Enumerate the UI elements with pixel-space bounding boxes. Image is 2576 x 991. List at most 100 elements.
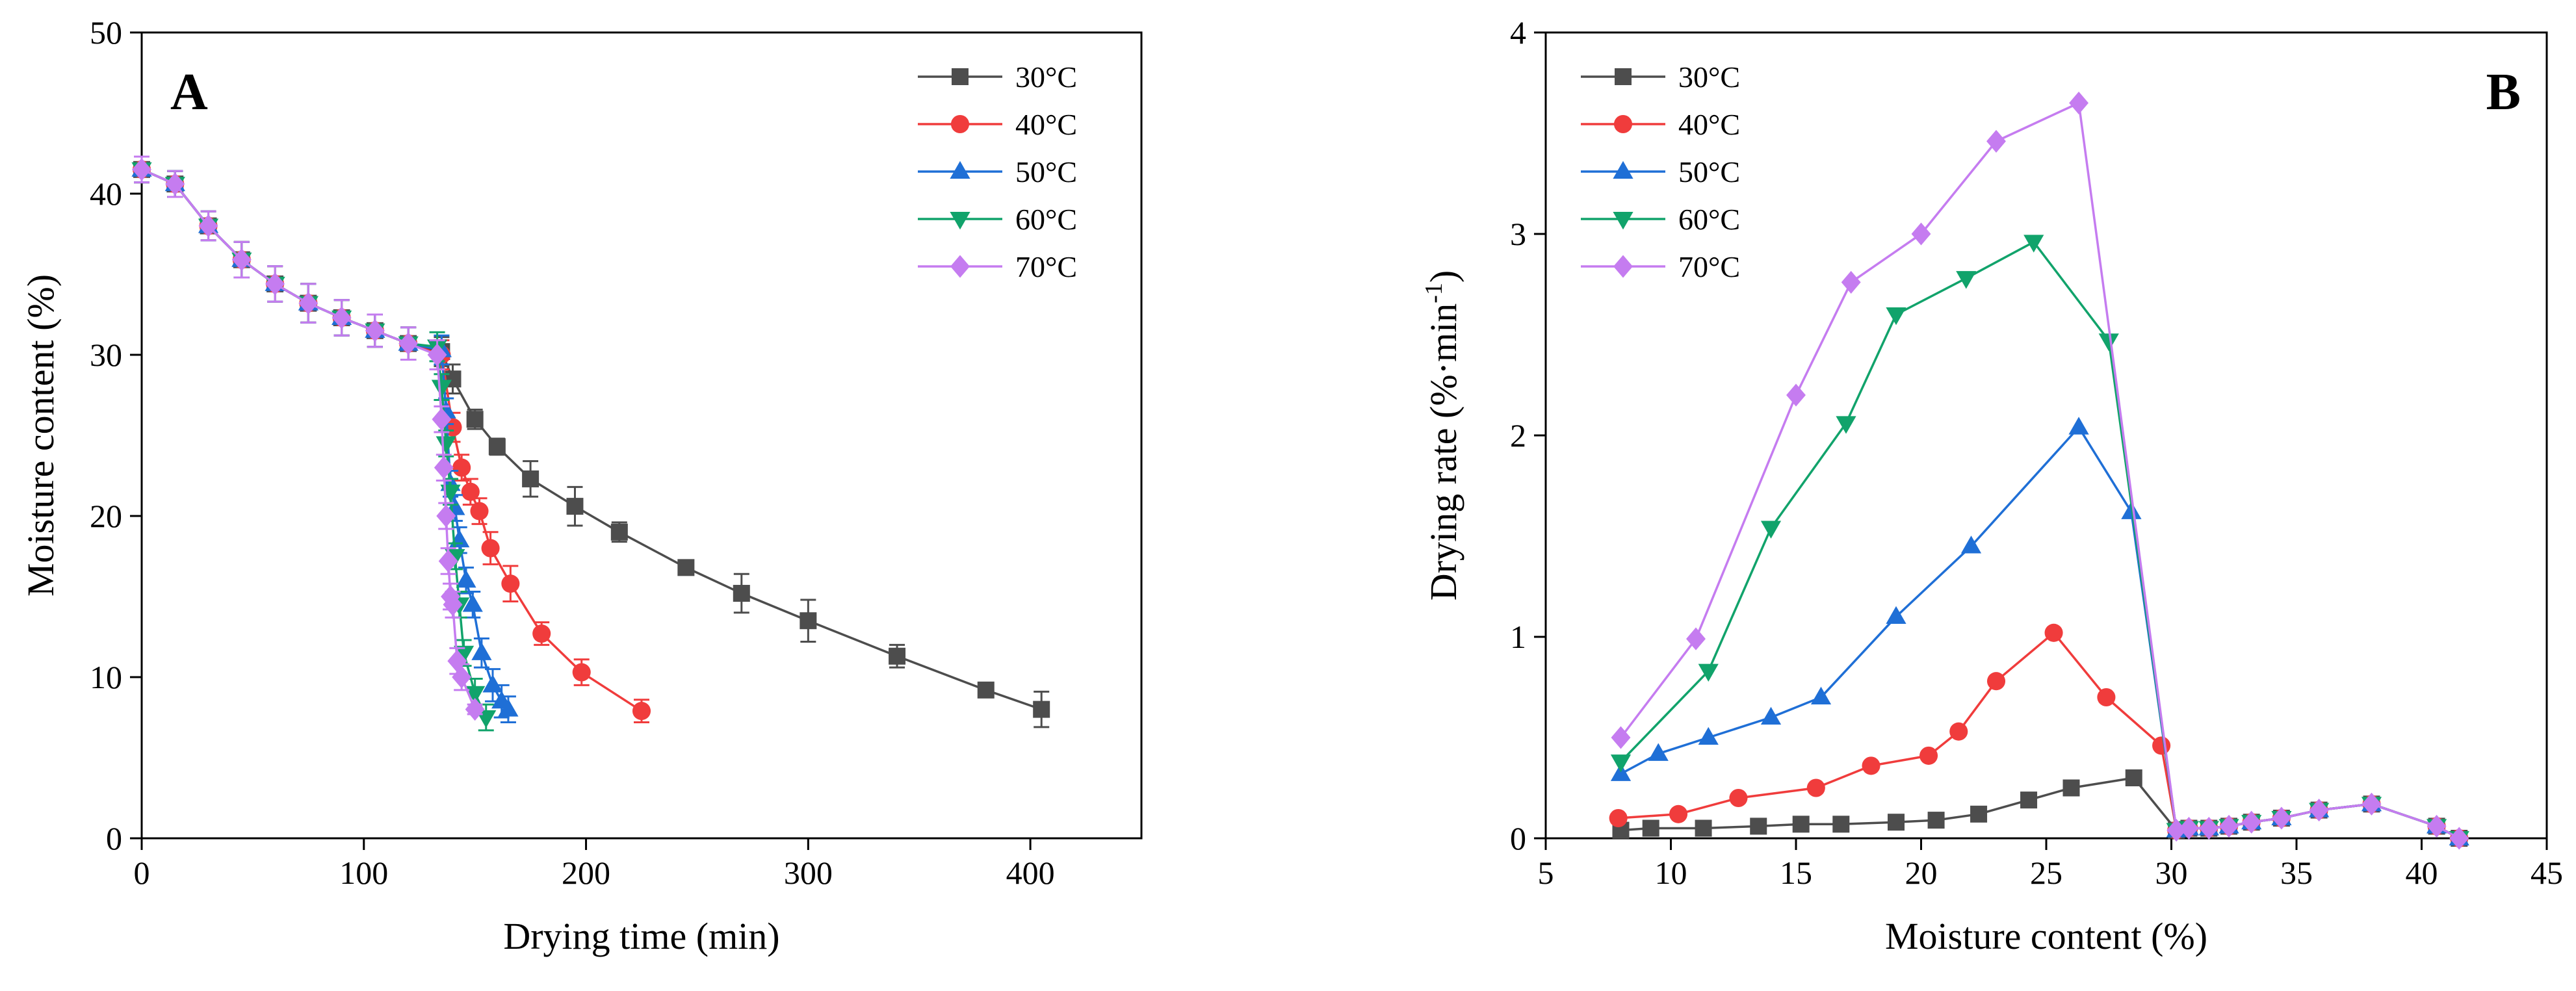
- b-data-point: [1888, 814, 1905, 831]
- a-data-point: [438, 549, 458, 573]
- a-data-point: [436, 436, 456, 454]
- a-data-point: [566, 498, 584, 515]
- a-y-tick-label: 0: [106, 820, 122, 856]
- b-x-tick-label: 15: [1780, 855, 1812, 891]
- a-legend-marker: [950, 161, 970, 179]
- b-data-point: [1810, 686, 1832, 705]
- a-data-point: [332, 306, 352, 329]
- b-data-point: [2062, 779, 2080, 797]
- b-data-point: [2361, 792, 2382, 816]
- a-data-point: [431, 380, 452, 398]
- a-x-tick-label: 100: [339, 855, 388, 891]
- a-data-point: [572, 663, 591, 682]
- b-data-point: [2179, 816, 2199, 840]
- a-legend-marker: [950, 211, 970, 230]
- b-data-point: [2125, 769, 2142, 786]
- b-data-point: [2152, 736, 2171, 755]
- a-data-point: [532, 624, 551, 643]
- b-series-1: [1609, 623, 2469, 848]
- a-data-point: [1033, 701, 1050, 718]
- b-legend-marker: [1615, 68, 1632, 85]
- a-series-line: [141, 168, 1042, 711]
- b-plot-frame: [1544, 31, 2548, 840]
- b-data-point: [2271, 806, 2291, 830]
- a-series-line: [141, 168, 642, 712]
- a-data-point: [461, 482, 480, 501]
- a-data-point: [452, 458, 471, 477]
- a-x-tick-label: 0: [134, 855, 150, 891]
- b-data-point: [2069, 91, 2088, 115]
- a-data-point: [471, 642, 492, 660]
- a-data-point: [501, 574, 520, 593]
- a-x-axis-title: Drying time (min): [503, 915, 779, 957]
- a-data-point: [427, 343, 447, 367]
- a-data-point: [465, 686, 486, 704]
- a-data-point: [440, 484, 461, 503]
- b-data-point: [1729, 788, 1748, 808]
- b-data-point: [2219, 814, 2239, 838]
- b-x-tick-label: 10: [1655, 855, 1687, 891]
- a-data-point: [462, 594, 483, 612]
- b-data-point: [2241, 810, 2261, 834]
- a-series-2: [131, 155, 519, 723]
- a-legend-label: 60°C: [1015, 203, 1077, 236]
- a-series-line: [141, 168, 488, 718]
- panel-b-drying-rate-vs-moisture: 5 10 15 20 25 30 35 40 45 0 1 2 3 4 Moisture content (…: [1420, 14, 2563, 957]
- b-legend-marker: [1613, 114, 1633, 134]
- a-legend-marker: [950, 114, 970, 134]
- b-series-line: [1620, 240, 2460, 840]
- a-legend: 30°C 40°C 50°C 60°C 70°C: [918, 60, 1077, 283]
- b-x-tick-label: 35: [2280, 855, 2313, 891]
- b-data-point: [1698, 727, 1719, 745]
- a-x-tick-label: 400: [1006, 855, 1055, 891]
- a-data-point: [498, 699, 519, 717]
- b-series-line: [1620, 426, 2460, 840]
- a-data-point: [456, 569, 476, 588]
- a-legend-marker: [952, 68, 969, 85]
- b-data-point: [1611, 726, 1631, 749]
- b-legend-label: 30°C: [1678, 60, 1740, 94]
- a-data-point: [265, 272, 285, 296]
- a-data-point: [488, 438, 506, 456]
- b-x-tick-label: 20: [1905, 855, 1938, 891]
- b-y-tick-label: 2: [1510, 417, 1526, 454]
- a-data-point: [398, 332, 419, 355]
- b-data-point: [1970, 805, 1988, 823]
- b-legend-marker: [1613, 255, 1633, 278]
- a-data-point: [470, 502, 489, 521]
- a-plot-frame: [140, 31, 1143, 840]
- b-x-tick-label: 5: [1538, 855, 1554, 891]
- b-data-point: [1832, 816, 1850, 833]
- b-data-point: [2097, 688, 2116, 707]
- a-data-point: [677, 559, 695, 576]
- b-data-point: [1911, 222, 1931, 246]
- b-legend-label: 50°C: [1678, 155, 1740, 188]
- a-legend-label: 70°C: [1015, 250, 1077, 283]
- b-data-point: [1956, 271, 1977, 289]
- b-x-axis-title: Moisture content (%): [1885, 915, 2207, 957]
- a-x-tick-label: 300: [784, 855, 833, 891]
- b-legend: 30°C 40°C 50°C 60°C 70°C: [1581, 60, 1740, 283]
- b-data-point: [1669, 804, 1688, 823]
- b-legend-marker: [1613, 211, 1633, 230]
- a-data-point: [298, 292, 319, 315]
- a-series-0: [133, 155, 1050, 728]
- b-y-tick-label: 4: [1510, 14, 1526, 51]
- a-data-point: [610, 523, 628, 541]
- b-legend-label: 70°C: [1678, 250, 1740, 283]
- b-data-point: [1862, 756, 1880, 775]
- a-y-tick-label: 50: [90, 14, 122, 51]
- a-data-point: [132, 158, 151, 181]
- a-data-point: [432, 407, 452, 431]
- b-data-point: [1919, 746, 1938, 765]
- a-legend-label: 40°C: [1015, 108, 1077, 141]
- a-y-tick-label: 20: [90, 498, 122, 534]
- b-x-tick-label: 30: [2155, 855, 2188, 891]
- b-data-point: [1695, 819, 1712, 837]
- b-data-point: [1960, 535, 1982, 554]
- a-data-point: [165, 172, 185, 196]
- b-y-axis-title: Drying rate (%·min-1): [1420, 270, 1464, 600]
- a-data-point: [482, 675, 503, 693]
- a-y-tick-label: 40: [90, 175, 122, 212]
